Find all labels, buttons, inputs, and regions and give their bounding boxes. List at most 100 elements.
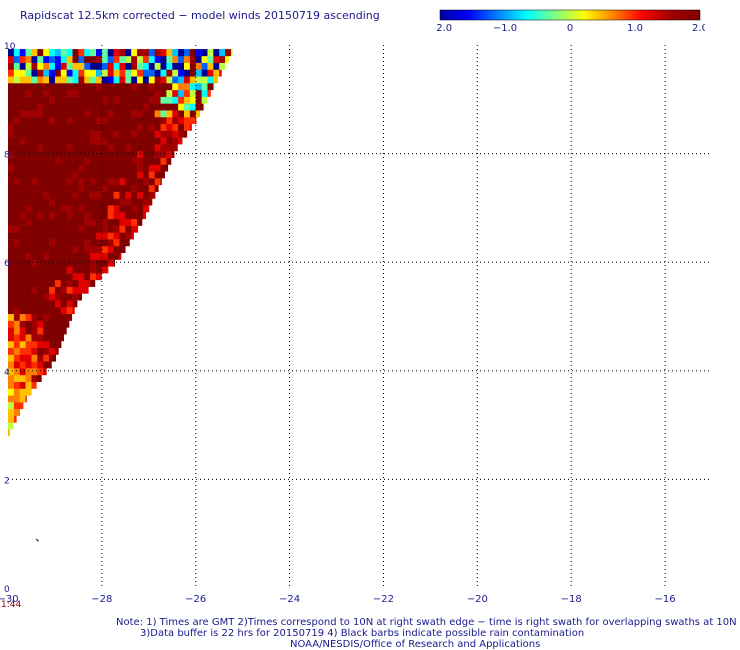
wind-cell [78, 273, 85, 281]
wind-cell [96, 110, 103, 118]
wind-cell [142, 150, 150, 158]
wind-cell [25, 49, 32, 57]
wind-cell [160, 55, 167, 63]
wind-cell [31, 144, 38, 152]
wind-cell [142, 211, 146, 220]
wind-cell [131, 178, 138, 186]
wind-cell [137, 130, 144, 138]
wind-cell [72, 89, 79, 97]
wind-cell [31, 340, 38, 349]
wind-cell [19, 62, 26, 70]
wind-cell [166, 144, 173, 152]
wind-cell [49, 144, 56, 152]
wind-cell [90, 76, 97, 84]
wind-cell [154, 178, 161, 186]
wind-cell [66, 62, 73, 70]
wind-cell [72, 96, 79, 104]
wind-cell [119, 239, 126, 247]
wind-cell [19, 313, 26, 321]
wind-cell [119, 96, 126, 104]
wind-cell [160, 130, 167, 138]
wind-cell [131, 211, 138, 220]
wind-cell [72, 259, 79, 267]
wind-cell [49, 69, 56, 77]
wind-cell [8, 313, 15, 321]
wind-cell [37, 123, 44, 131]
wind-cell [54, 96, 62, 104]
wind-cell [25, 279, 32, 287]
wind-cell [60, 171, 67, 179]
wind-cell [25, 347, 32, 355]
wind-cell [78, 286, 85, 294]
wind-cell [131, 191, 138, 199]
wind-cell [119, 171, 126, 179]
colorbar: −2.0 −1.0 0 1.0 2.0 [435, 9, 705, 34]
wind-cell [172, 69, 179, 77]
wind-cell [84, 110, 91, 118]
wind-cell [119, 69, 126, 77]
wind-cell [137, 49, 144, 57]
wind-cell [49, 232, 56, 240]
wind-cell [25, 62, 32, 70]
wind-cell [96, 89, 103, 97]
wind-cell [119, 205, 126, 213]
wind-cell [119, 157, 126, 165]
wind-cell [189, 116, 197, 125]
wind-cell [78, 245, 85, 253]
wind-cell [8, 218, 15, 226]
wind-cell [113, 171, 120, 179]
wind-cell [49, 300, 56, 308]
wind-cell [25, 171, 32, 179]
wind-cell [107, 239, 114, 247]
wind-cell [25, 266, 32, 274]
wind-cell [49, 205, 56, 213]
x-tick-label: −28 [91, 594, 112, 605]
wind-cell [19, 266, 26, 274]
wind-cell [142, 137, 150, 145]
wind-cell [137, 96, 144, 104]
wind-cell [207, 62, 214, 70]
wind-cell [43, 225, 50, 233]
wind-cell [60, 130, 67, 138]
wind-cell [8, 239, 15, 247]
wind-cell [78, 150, 85, 158]
wind-cell [60, 279, 67, 287]
wind-cell [107, 164, 114, 172]
wind-cell [25, 211, 32, 220]
wind-cell [49, 286, 56, 294]
wind-cell [8, 273, 15, 281]
wind-cell [31, 239, 38, 247]
wind-cell [113, 116, 120, 125]
wind-cell [78, 89, 85, 97]
wind-cell [213, 83, 215, 91]
wind-cell [166, 103, 173, 111]
wind-cell [8, 225, 15, 233]
wind-cell [49, 293, 56, 301]
wind-cell [60, 96, 67, 104]
wind-cell [49, 320, 56, 328]
wind-cell [49, 157, 56, 165]
wind-cell [43, 327, 50, 335]
wind-cell [201, 76, 208, 84]
wind-cell [60, 218, 67, 226]
wind-cell [154, 116, 161, 125]
wind-cell [154, 191, 156, 199]
wind-cell [13, 116, 21, 125]
wind-cell [172, 130, 179, 138]
wind-cell [66, 164, 73, 172]
wind-cell [37, 327, 44, 335]
wind-cell [137, 171, 144, 179]
wind-cell [137, 62, 144, 70]
wind-cell [160, 116, 167, 125]
wind-cell [178, 116, 185, 125]
colorbar-tick-label: 2.0 [692, 23, 705, 34]
wind-cell [96, 273, 102, 281]
wind-cell [113, 259, 115, 267]
wind-cell [49, 103, 56, 111]
wind-cell [131, 157, 138, 165]
wind-cell [37, 340, 44, 349]
wind-cell [8, 361, 15, 369]
wind-cell [142, 62, 150, 70]
wind-cell [43, 178, 50, 186]
wind-cell [8, 198, 15, 206]
